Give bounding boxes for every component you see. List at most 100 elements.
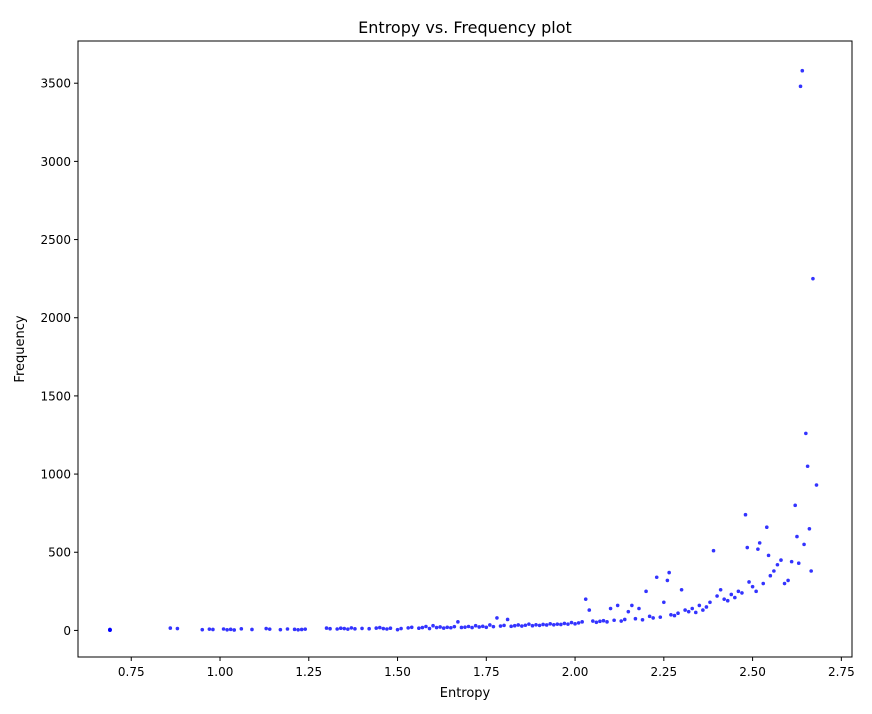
scatter-point: [690, 606, 695, 611]
scatter-point: [488, 623, 492, 627]
scatter-point: [594, 620, 599, 625]
scatter-point: [743, 512, 748, 517]
scatter-point: [498, 624, 503, 628]
chart-title: Entropy vs. Frequency plot: [358, 18, 572, 37]
scatter-point: [768, 573, 773, 578]
plot-frame: [77, 40, 853, 658]
scatter-point: [353, 627, 357, 631]
scatter-point: [637, 606, 641, 611]
scatter-point: [267, 627, 272, 631]
scatter-point: [630, 603, 634, 608]
scatter-point: [441, 626, 446, 630]
scatter-point: [686, 609, 691, 614]
scatter-point: [438, 625, 442, 629]
scatter-point: [722, 597, 726, 601]
scatter-point: [587, 608, 592, 612]
scatter-point: [516, 623, 521, 627]
y-axis-label: Frequency: [13, 315, 28, 382]
scatter-point: [463, 625, 467, 629]
scatter-point: [346, 627, 350, 631]
scatter-point: [718, 587, 723, 592]
scatter-point: [349, 626, 354, 630]
scatter-point: [207, 627, 212, 631]
scatter-point: [335, 627, 339, 631]
scatter-point: [239, 627, 244, 631]
scatter-point: [374, 626, 379, 630]
scatter-point: [548, 622, 553, 626]
scatter-point: [520, 624, 524, 628]
scatter-point: [537, 623, 542, 628]
scatter-point: [729, 592, 734, 597]
scatter-point: [562, 621, 567, 626]
scatter-point: [807, 527, 812, 531]
scatter-point: [793, 503, 797, 508]
scatter-point: [795, 534, 799, 539]
scatter-point: [711, 548, 716, 553]
scatter-point: [328, 626, 332, 631]
scatter-point: [658, 615, 663, 619]
scatter-point: [278, 627, 283, 632]
scatter-point: [704, 605, 709, 609]
scatter-point: [424, 624, 428, 629]
scatter-point: [779, 558, 783, 562]
x-tick-label: 0.75: [118, 665, 145, 679]
scatter-point: [264, 626, 268, 631]
scatter-point: [798, 84, 803, 89]
scatter-point: [285, 627, 290, 631]
scatter-point: [530, 623, 535, 628]
scatter-point: [342, 626, 347, 631]
scatter-point: [757, 541, 762, 545]
x-axis-label: Entropy: [440, 686, 491, 701]
scatter-point: [367, 626, 371, 631]
scatter-point: [168, 626, 173, 630]
scatter-point: [622, 617, 627, 622]
scatter-point: [480, 624, 485, 629]
scatter-point: [466, 624, 471, 629]
scatter-point: [360, 626, 364, 631]
scatter-point: [608, 606, 613, 611]
y-axis: 0 500 1000 1500 2000 2500 3000 3500: [40, 77, 78, 638]
scatter-point: [804, 431, 808, 436]
scatter-point: [745, 545, 750, 550]
scatter-point: [672, 613, 677, 618]
scatter-point: [591, 619, 595, 623]
scatter-point: [683, 608, 687, 612]
scatter-point: [445, 625, 450, 630]
scatter-point: [740, 591, 744, 595]
scatter-point: [814, 483, 819, 487]
x-tick-label: 2.50: [739, 665, 766, 679]
points-layer: [108, 68, 819, 633]
scatter-point: [470, 625, 474, 630]
scatter-point: [406, 626, 410, 630]
scatter-point: [377, 625, 382, 630]
scatter-point: [232, 628, 237, 632]
scatter-point: [211, 627, 215, 632]
scatter-point: [615, 603, 620, 608]
scatter-point: [388, 626, 393, 631]
scatter-point: [434, 625, 439, 630]
scatter-point: [427, 626, 432, 631]
scatter-point: [651, 616, 655, 620]
scatter-point: [512, 623, 517, 628]
scatter-point: [580, 620, 584, 624]
scatter-point: [523, 623, 528, 628]
scatter-point: [431, 623, 435, 628]
scatter-point: [566, 622, 570, 626]
scatter-point: [228, 627, 233, 632]
scatter-point: [772, 569, 776, 573]
x-axis: 0.75 1.00 1.25 1.50 1.75 2.00 2.25 2.50 2.75: [118, 657, 855, 679]
scatter-point: [766, 553, 771, 558]
scatter-point: [576, 621, 581, 625]
scatter-point: [449, 625, 453, 630]
scatter-point: [303, 627, 308, 631]
scatter-point: [551, 622, 556, 627]
scatter-point: [800, 68, 805, 73]
scatter-point: [456, 620, 460, 624]
scatter-point: [409, 625, 414, 630]
scatter-point: [502, 623, 506, 628]
scatter-point: [420, 625, 425, 630]
scatter-point: [647, 614, 652, 619]
scatter-point: [541, 622, 545, 627]
